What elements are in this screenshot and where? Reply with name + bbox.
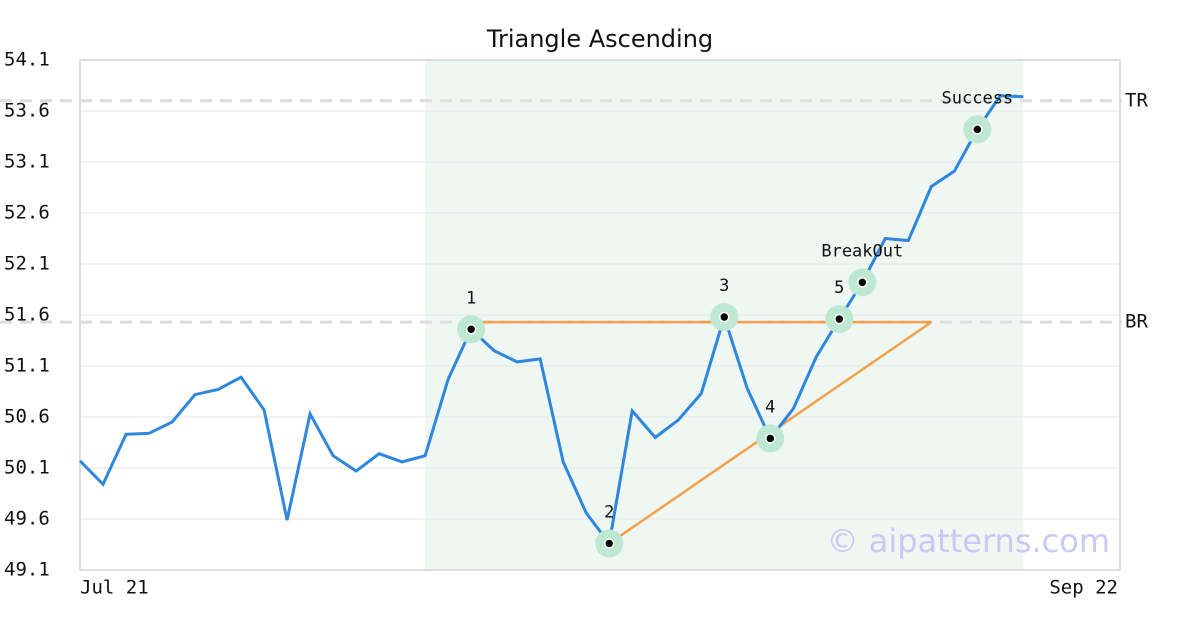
y-tick-label: 52.6 <box>4 202 50 224</box>
pivot-label: 4 <box>765 397 775 417</box>
pivot-dot <box>603 538 615 549</box>
pivot-dot <box>857 277 868 288</box>
y-tick-label: 51.1 <box>4 355 50 377</box>
y-tick-label: 53.6 <box>4 100 50 122</box>
pivot-label: 3 <box>719 276 729 296</box>
x-tick-label: Jul 21 <box>80 577 149 599</box>
x-tick-label: Sep 22 <box>1049 577 1118 599</box>
y-tick-label: 51.6 <box>4 304 50 326</box>
reference-label: BR <box>1125 311 1148 333</box>
plot-border <box>79 59 1121 571</box>
pivot-label: 1 <box>466 288 476 308</box>
pivot-dot <box>718 311 730 323</box>
chart-title: Triangle Ascending <box>486 25 713 53</box>
y-tick-label: 52.1 <box>4 253 50 275</box>
y-tick-label: 54.1 <box>4 49 50 71</box>
pivot-dot <box>765 433 776 444</box>
pivot-dot <box>972 124 983 135</box>
reference-label: TR <box>1125 89 1148 111</box>
pivot-label: 2 <box>604 502 614 522</box>
watermark: © aipatterns.com <box>827 522 1110 560</box>
y-tick-label: 53.1 <box>4 151 50 173</box>
y-tick-label: 49.1 <box>4 559 50 581</box>
pivot-dot <box>465 324 477 335</box>
y-tick-label: 49.6 <box>4 508 50 530</box>
pivot-label: 5 <box>834 278 844 298</box>
y-tick-label: 50.6 <box>4 406 50 428</box>
pivot-label: Success <box>942 88 1014 108</box>
pivot-dot <box>834 313 845 325</box>
y-tick-label: 50.1 <box>4 457 50 479</box>
pivot-label: BreakOut <box>821 241 903 261</box>
